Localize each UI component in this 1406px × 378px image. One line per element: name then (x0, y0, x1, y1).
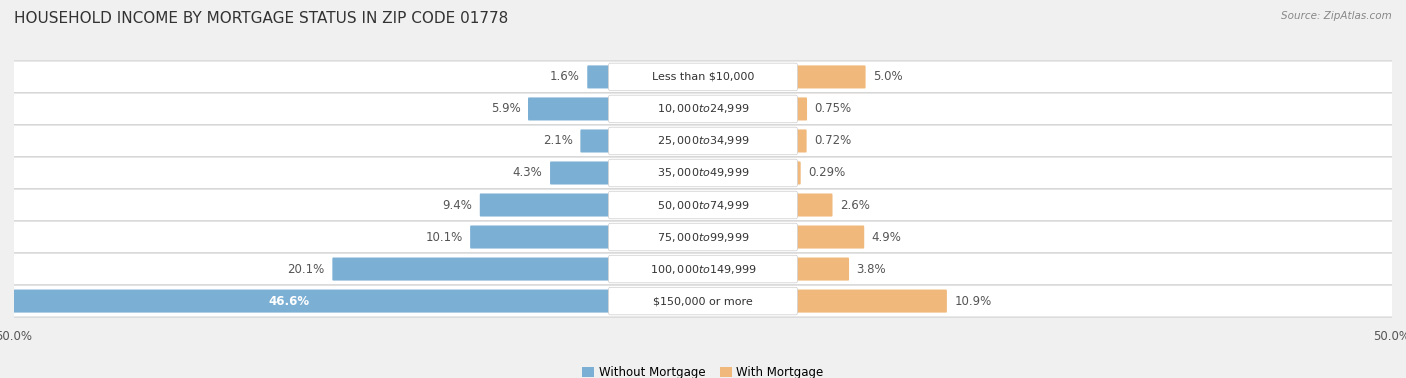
FancyBboxPatch shape (796, 290, 946, 313)
Text: $35,000 to $49,999: $35,000 to $49,999 (657, 166, 749, 180)
FancyBboxPatch shape (550, 161, 610, 184)
FancyBboxPatch shape (796, 194, 832, 217)
FancyBboxPatch shape (796, 257, 849, 280)
FancyBboxPatch shape (609, 223, 797, 251)
Text: 5.0%: 5.0% (873, 70, 903, 84)
FancyBboxPatch shape (529, 98, 610, 121)
FancyBboxPatch shape (0, 125, 1406, 157)
FancyBboxPatch shape (0, 290, 610, 313)
Text: 2.6%: 2.6% (841, 198, 870, 212)
FancyBboxPatch shape (0, 189, 1406, 221)
FancyBboxPatch shape (0, 61, 1406, 93)
Text: 10.1%: 10.1% (425, 231, 463, 243)
Text: 5.9%: 5.9% (491, 102, 520, 115)
FancyBboxPatch shape (609, 191, 797, 219)
FancyBboxPatch shape (609, 95, 797, 123)
Text: Source: ZipAtlas.com: Source: ZipAtlas.com (1281, 11, 1392, 21)
FancyBboxPatch shape (470, 226, 610, 249)
FancyBboxPatch shape (609, 63, 797, 91)
FancyBboxPatch shape (796, 65, 866, 88)
Text: 46.6%: 46.6% (269, 294, 309, 308)
FancyBboxPatch shape (0, 253, 1406, 285)
FancyBboxPatch shape (609, 127, 797, 155)
Text: 0.72%: 0.72% (814, 135, 852, 147)
FancyBboxPatch shape (0, 221, 1406, 253)
Text: 3.8%: 3.8% (856, 263, 886, 276)
Text: 20.1%: 20.1% (287, 263, 325, 276)
Text: $75,000 to $99,999: $75,000 to $99,999 (657, 231, 749, 243)
Text: 4.3%: 4.3% (513, 166, 543, 180)
FancyBboxPatch shape (332, 257, 610, 280)
FancyBboxPatch shape (581, 129, 610, 152)
FancyBboxPatch shape (588, 65, 610, 88)
FancyBboxPatch shape (796, 98, 807, 121)
FancyBboxPatch shape (609, 159, 797, 187)
Text: $50,000 to $74,999: $50,000 to $74,999 (657, 198, 749, 212)
FancyBboxPatch shape (796, 226, 865, 249)
FancyBboxPatch shape (609, 255, 797, 283)
FancyBboxPatch shape (0, 285, 1406, 317)
Text: HOUSEHOLD INCOME BY MORTGAGE STATUS IN ZIP CODE 01778: HOUSEHOLD INCOME BY MORTGAGE STATUS IN Z… (14, 11, 509, 26)
Text: $100,000 to $149,999: $100,000 to $149,999 (650, 263, 756, 276)
Legend: Without Mortgage, With Mortgage: Without Mortgage, With Mortgage (582, 366, 824, 378)
FancyBboxPatch shape (0, 157, 1406, 189)
Text: 0.75%: 0.75% (814, 102, 852, 115)
Text: $10,000 to $24,999: $10,000 to $24,999 (657, 102, 749, 115)
FancyBboxPatch shape (609, 287, 797, 315)
Text: Less than $10,000: Less than $10,000 (652, 72, 754, 82)
Text: 10.9%: 10.9% (955, 294, 991, 308)
FancyBboxPatch shape (0, 93, 1406, 125)
Text: 0.29%: 0.29% (808, 166, 845, 180)
Text: 1.6%: 1.6% (550, 70, 579, 84)
FancyBboxPatch shape (479, 194, 610, 217)
FancyBboxPatch shape (796, 161, 800, 184)
Text: $25,000 to $34,999: $25,000 to $34,999 (657, 135, 749, 147)
FancyBboxPatch shape (796, 129, 807, 152)
Text: 2.1%: 2.1% (543, 135, 572, 147)
Text: 4.9%: 4.9% (872, 231, 901, 243)
Text: 9.4%: 9.4% (443, 198, 472, 212)
Text: $150,000 or more: $150,000 or more (654, 296, 752, 306)
